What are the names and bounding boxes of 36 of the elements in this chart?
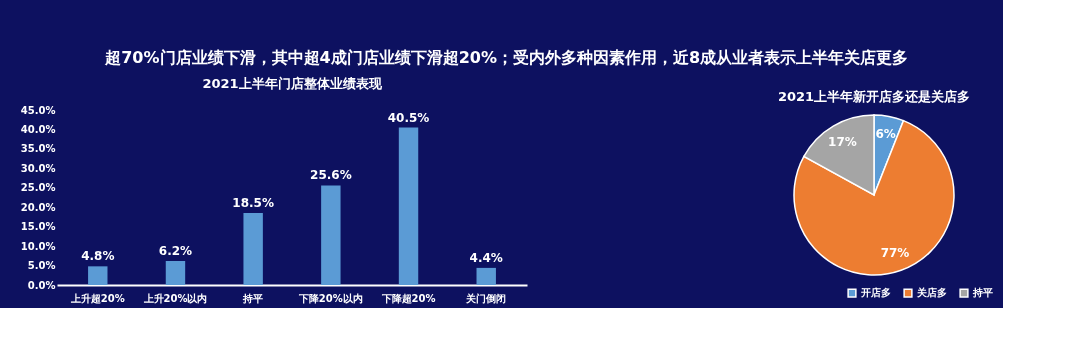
x-tick-label: 下降超20%	[380, 292, 436, 304]
x-tick-label: 持平	[242, 292, 264, 304]
x-tick-label: 上升超20%	[69, 292, 125, 304]
bar	[321, 185, 341, 285]
x-tick-label: 关门倒闭	[465, 292, 507, 304]
data-label: 4.4%	[469, 250, 503, 265]
x-tick-label: 上升20%以内	[142, 292, 208, 304]
y-tick-label: 25.0%	[20, 182, 56, 194]
bar	[88, 266, 108, 285]
legend-label: 关店多	[916, 287, 947, 299]
bar	[476, 267, 496, 285]
data-label: 77%	[880, 246, 910, 261]
y-tick-label: 10.0%	[20, 240, 56, 252]
y-tick-label: 45.0%	[20, 104, 56, 116]
legend-label: 开店多	[860, 287, 891, 299]
data-label: 18.5%	[232, 196, 274, 211]
data-label: 25.6%	[310, 168, 352, 183]
y-tick-label: 20.0%	[20, 201, 56, 213]
data-label: 4.8%	[81, 249, 115, 264]
data-label: 6.2%	[158, 243, 193, 258]
data-label: 40.5%	[387, 110, 430, 125]
y-tick-label: 5.0%	[27, 260, 56, 272]
data-label: 6%	[875, 127, 896, 142]
y-tick-label: 40.0%	[20, 123, 56, 135]
y-tick-label: 0.0%	[27, 279, 56, 291]
bar	[165, 260, 186, 285]
bar	[398, 127, 419, 285]
chart-title: 2021上半年新开店多还是关店多	[777, 89, 971, 104]
bar	[243, 213, 263, 285]
y-tick-label: 35.0%	[20, 143, 56, 155]
text: 超70%门店业绩下滑，其中超4成门店业绩下滑超20%；受内外多种因素作用，近8成从业者表示上半年关店更多	[104, 48, 909, 67]
y-tick-label: 15.0%	[20, 221, 56, 233]
x-tick-label: 下降20%以内	[297, 292, 363, 304]
y-tick-label: 30.0%	[20, 162, 56, 174]
chart-title: 2021上半年门店整体业绩表现	[202, 76, 383, 91]
data-label: 17%	[828, 134, 857, 149]
